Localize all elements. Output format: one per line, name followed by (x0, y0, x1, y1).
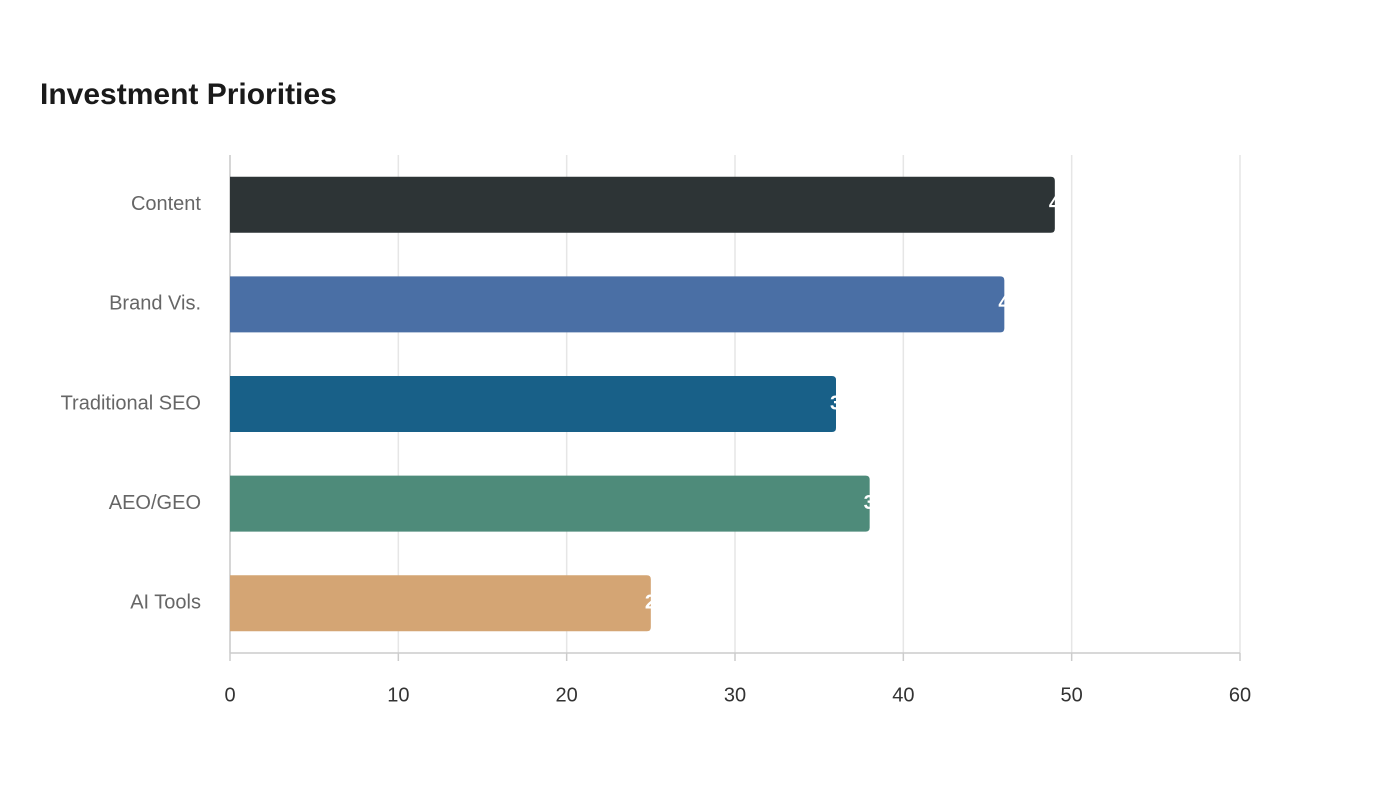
y-tick-label: Content (131, 193, 201, 215)
bar (230, 575, 651, 632)
y-tick-label: Brand Vis. (109, 293, 201, 315)
x-tick-label: 50 (1061, 684, 1083, 706)
x-tick-label: 0 (224, 684, 235, 706)
value-label: 49 (1049, 193, 1071, 215)
x-tick-label: 30 (724, 684, 746, 706)
bar (230, 475, 870, 532)
bar (230, 376, 836, 432)
value-label: 46 (998, 293, 1020, 315)
x-tick-label: 60 (1229, 684, 1251, 706)
y-tick-label: AI Tools (130, 591, 201, 613)
value-label: 25 (645, 591, 667, 613)
value-label: 36 (830, 392, 852, 414)
value-label: 38 (864, 492, 886, 514)
x-tick-label: 10 (387, 684, 409, 706)
bar (230, 276, 1005, 333)
x-tick-label: 20 (556, 684, 578, 706)
x-tick-label: 40 (892, 684, 914, 706)
y-tick-label: AEO/GEO (109, 492, 201, 514)
bar (230, 176, 1055, 233)
chart-title: Investment Priorities (40, 78, 337, 111)
y-tick-label: Traditional SEO (61, 392, 201, 414)
